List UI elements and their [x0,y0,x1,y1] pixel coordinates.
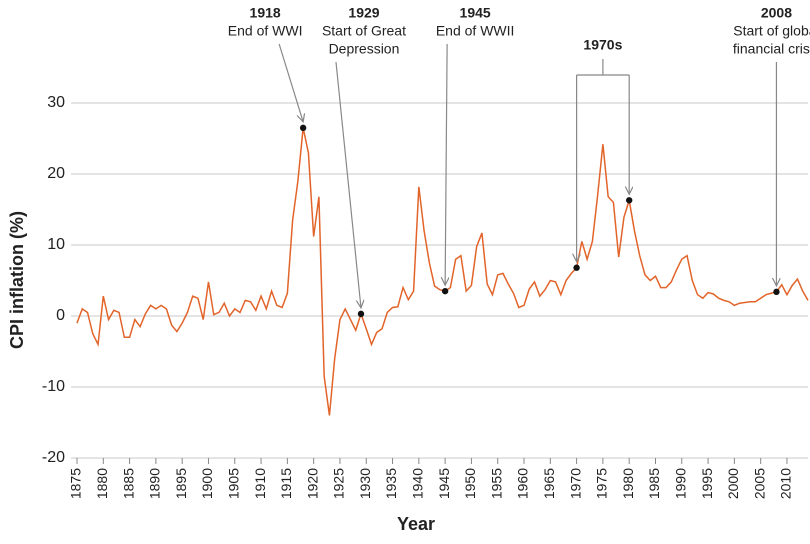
y-tick-label: 20 [47,165,65,182]
x-tick-label: 2000 [725,468,741,499]
annotation-arrow [445,43,447,285]
x-tick-label: 1885 [120,468,136,499]
annotation-year: 1945 [460,5,491,21]
x-tick-label: 1965 [541,468,557,499]
annotation-arrow [335,61,361,308]
data-line [76,127,809,416]
period-bracket [576,59,630,76]
x-tick-label: 1905 [225,468,241,499]
x-tick-label: 1950 [462,468,478,499]
x-tick-label: 1910 [252,468,268,499]
y-tick-label: -20 [42,449,65,466]
annotation-text: Depression [329,41,400,57]
x-tick-label: 1985 [646,468,662,499]
x-tick-label: 1975 [594,468,610,499]
annotation-text: Start of global [733,23,810,39]
event-dot [357,310,365,318]
event-dot [625,197,633,204]
x-tick-label: 1955 [488,468,504,499]
y-tick-label: 10 [47,236,65,253]
period-label: 1970s [583,37,622,53]
x-tick-label: 1925 [331,468,347,499]
x-tick-label: 1915 [278,468,294,499]
x-tick-label: 1900 [199,468,215,499]
x-tick-label: 1880 [94,468,110,499]
annotation-text: End of WWI [228,23,303,39]
annotation-arrow [278,43,303,122]
x-tick-label: 1875 [68,468,84,499]
x-axis-label: Year [397,514,435,534]
x-tick-label: 1930 [357,468,373,499]
x-tick-label: 1895 [173,468,189,499]
x-tick-label: 1995 [699,468,715,499]
x-tick-label: 1980 [620,468,636,499]
annotation-year: 2008 [761,5,792,21]
y-axis-label: CPI inflation (%) [7,211,27,349]
event-dot [299,124,307,132]
event-dot [573,264,580,271]
x-tick-label: 1990 [672,468,688,499]
x-tick-label: 1940 [410,468,426,499]
y-tick-label: -10 [42,378,65,395]
annotation-text: financial crisis [733,41,810,57]
y-tick-label: 30 [47,94,65,111]
x-tick-label: 1960 [515,468,531,499]
x-tick-label: 2005 [751,468,767,499]
x-tick-label: 1890 [147,468,163,499]
annotation-text: End of WWII [436,23,515,39]
event-dot [773,288,780,296]
annotation-year: 1918 [250,5,281,21]
x-tick-label: 2010 [778,468,794,499]
annotation-text: Start of Great [322,23,406,39]
x-tick-label: 1970 [567,468,583,499]
x-tick-label: 1945 [436,468,452,499]
y-tick-label: 0 [56,307,65,324]
annotation-year: 1929 [348,5,379,21]
x-tick-label: 1935 [383,468,399,499]
event-dot [441,287,449,295]
x-tick-label: 1920 [304,468,320,499]
